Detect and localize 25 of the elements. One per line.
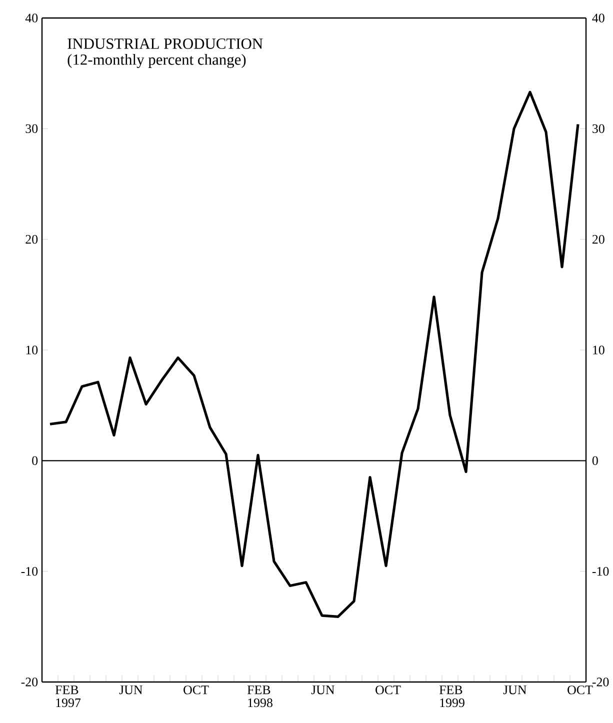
text: (12-monthly percent change) — [68, 54, 246, 68]
y2-tick-label: 40 — [592, 14, 604, 22]
y-tick-label: 20 — [26, 234, 38, 244]
y-tick-label: -10 — [21, 566, 38, 576]
x-tick-label: OCT — [376, 686, 401, 694]
x-tick-label: FEB 1997 — [55, 686, 81, 708]
y2-tick-label: 20 — [592, 234, 604, 244]
y2-tick-label: 0 — [592, 456, 598, 466]
y-tick-label: 40 — [25, 14, 38, 22]
y2-tick-label: 30 — [592, 124, 604, 134]
y-tick-label: 30 — [26, 124, 38, 134]
x-tick-label: JUN — [503, 686, 526, 694]
y2-tick-label: -10 — [592, 566, 609, 576]
text: INDUSTRIAL PRODUCTION — [68, 38, 263, 49]
y-tick-label: 0 — [32, 456, 38, 466]
x-tick-label: JUN — [311, 686, 334, 694]
x-tick-label: FEB 1998 — [247, 686, 272, 708]
y2-tick-label: 10 — [593, 346, 604, 354]
y-tick-label: -20 — [21, 678, 38, 686]
x-tick-label: OCT — [184, 686, 209, 694]
x-tick-label: OCT — [568, 686, 593, 694]
x-tick-label: FEB 1999 — [439, 686, 464, 708]
y2-tick-label: -20 — [592, 678, 609, 686]
y-tick-label: 10 — [26, 346, 38, 354]
x-tick-label: JUN — [119, 686, 142, 694]
